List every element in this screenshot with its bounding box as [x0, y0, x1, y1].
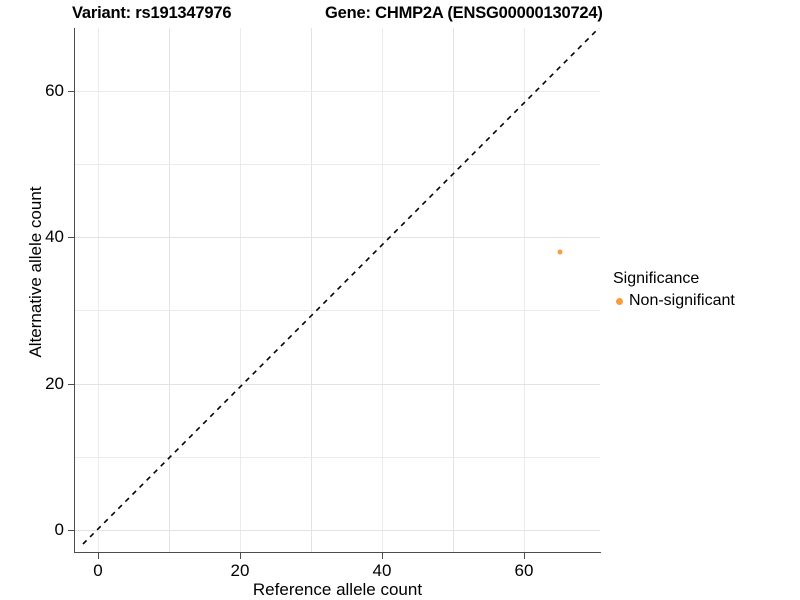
y-axis-tick-label: 0	[54, 520, 64, 539]
x-axis-line	[74, 552, 601, 554]
y-axis-tick	[68, 530, 74, 532]
figure-title-row: Variant: rs191347976 Gene: CHMP2A (ENSG0…	[0, 2, 800, 30]
gridline-horizontal-minor	[75, 164, 600, 165]
legend-title: Significance	[613, 270, 700, 287]
y-axis-tick	[68, 91, 74, 93]
data-point[interactable]	[557, 249, 562, 255]
y-axis-tick-label: 40	[45, 227, 64, 246]
x-axis-tick	[524, 553, 526, 559]
legend-item-non-significant[interactable]: Non-significant	[613, 292, 735, 310]
plot-panel	[75, 28, 600, 552]
y-axis-tick-label: 20	[45, 374, 64, 393]
legend: Significance Non-significant	[613, 270, 735, 310]
gene-title: Gene: CHMP2A (ENSG00000130724)	[325, 4, 603, 22]
gridline-horizontal-minor	[75, 457, 600, 458]
legend-item-label: Non-significant	[629, 292, 735, 309]
gridline-vertical-minor	[240, 28, 241, 552]
x-axis-tick	[240, 553, 242, 559]
x-axis-tick	[382, 553, 384, 559]
gridline-horizontal-major	[75, 237, 600, 238]
x-axis-tick-label: 40	[372, 561, 392, 580]
gridline-horizontal-major	[75, 91, 600, 92]
variant-title: Variant: rs191347976	[72, 4, 232, 22]
x-axis-tick-label: 60	[514, 561, 534, 580]
y-axis-tick	[68, 384, 74, 386]
y-axis-tick-label: 60	[45, 81, 64, 100]
gridline-vertical-major	[453, 28, 454, 552]
gridline-vertical-major	[311, 28, 312, 552]
gridline-vertical-major	[169, 28, 170, 552]
x-axis-tick-label: 20	[230, 561, 250, 580]
y-axis-title: Alternative allele count	[26, 186, 45, 358]
x-axis-title: Reference allele count	[252, 580, 423, 599]
gridline-horizontal-minor	[75, 310, 600, 311]
gridline-horizontal-major	[75, 384, 600, 385]
gridline-horizontal-major	[75, 530, 600, 531]
x-axis-tick	[98, 553, 100, 559]
identity-reference-line	[82, 28, 600, 545]
y-axis-line	[74, 28, 76, 553]
y-axis-tick	[68, 237, 74, 239]
gridline-vertical-minor	[524, 28, 525, 552]
gridline-vertical-minor	[382, 28, 383, 552]
gridline-vertical-minor	[98, 28, 99, 552]
x-axis-tick-label: 0	[93, 561, 103, 580]
legend-color-dot-icon	[616, 297, 623, 305]
